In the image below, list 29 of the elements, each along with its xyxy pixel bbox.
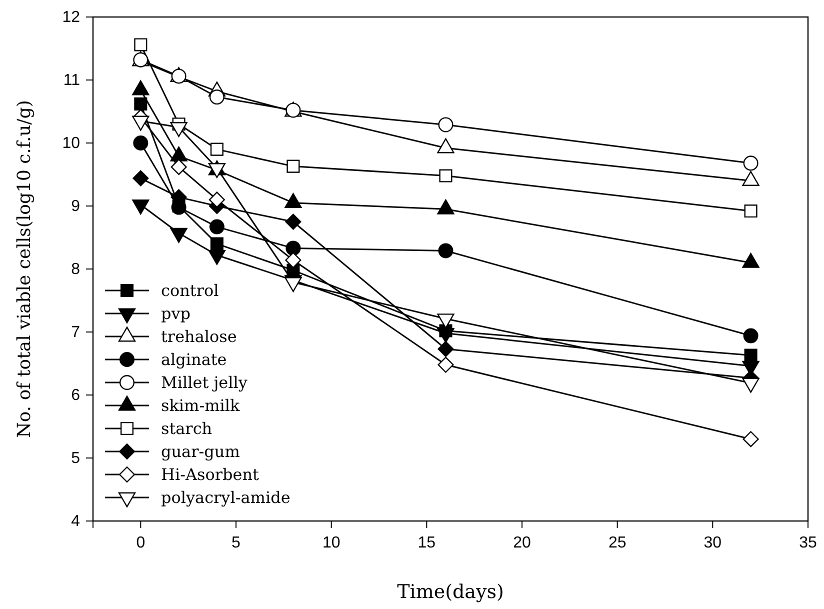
x-tick-label: 30 (704, 534, 722, 552)
y-tick-label: 12 (62, 9, 80, 26)
y-tick-label: 10 (62, 135, 80, 152)
legend-label: polyacryl-amide (161, 488, 290, 508)
x-tick-label: 0 (136, 534, 146, 552)
x-tick-label: 15 (418, 534, 436, 552)
legend-label: alginate (161, 350, 227, 370)
legend-label: starch (161, 419, 212, 438)
legend-label: guar-gum (161, 442, 240, 462)
y-tick-label: 7 (71, 324, 80, 342)
x-tick-label: 10 (322, 534, 340, 552)
y-tick-label: 5 (71, 450, 80, 468)
legend-label: trehalose (161, 327, 237, 346)
x-tick-label: 20 (513, 534, 531, 552)
legend-label: control (161, 281, 219, 300)
y-axis-title: No. of total viable cells(log10 c.f.u/g) (14, 100, 35, 438)
x-axis-title: Time(days) (397, 581, 504, 603)
x-tick-label: 35 (799, 534, 817, 552)
legend-label: pvp (161, 304, 191, 324)
legend-label: Millet jelly (161, 373, 248, 392)
x-tick-label: 5 (232, 534, 241, 552)
y-tick-label: 6 (71, 387, 80, 404)
y-tick-label: 4 (71, 513, 80, 530)
legend-label: Hi-Asorbent (161, 465, 260, 484)
y-tick-label: 11 (63, 72, 80, 90)
y-tick-label: 8 (71, 261, 80, 278)
y-tick-label: 9 (71, 198, 80, 216)
legend-label: skim-milk (161, 396, 240, 416)
x-tick-label: 25 (608, 534, 626, 552)
